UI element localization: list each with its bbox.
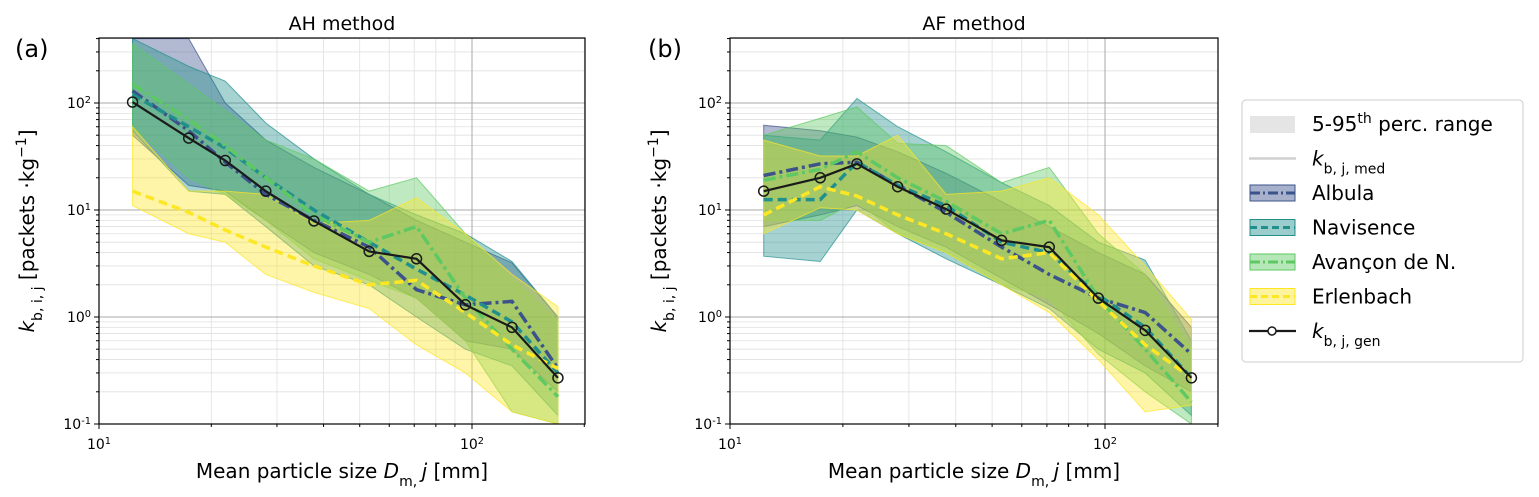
generic-point bbox=[995, 234, 1008, 247]
legend: 5-95th perc. range kb, j, med Albula Navise… bbox=[1241, 99, 1524, 363]
generic-point bbox=[506, 321, 518, 334]
legend-label: Albula bbox=[1312, 181, 1374, 205]
legend-box bbox=[1241, 99, 1524, 363]
legend-item: Albula bbox=[1249, 181, 1374, 205]
axes-frame bbox=[729, 37, 1219, 425]
median-line-erlenbach bbox=[131, 189, 559, 371]
median-line-navisence bbox=[131, 93, 560, 375]
generic-point bbox=[1092, 292, 1105, 304]
generic-point bbox=[891, 180, 904, 193]
panel-label: (a) bbox=[15, 35, 48, 63]
legend-label: Navisence bbox=[1312, 216, 1415, 240]
ticks: 101 102 10-1 100 101 102 bbox=[694, 38, 1219, 454]
legend-label: kb, j, gen bbox=[1312, 319, 1381, 350]
generic-line bbox=[763, 162, 1193, 379]
ticks: 101 102 10-1 100 101 102 bbox=[63, 38, 585, 454]
generic-point bbox=[1185, 372, 1198, 384]
median-line-avan-on-de-n- bbox=[131, 82, 560, 398]
x-tick-label: 102 bbox=[460, 436, 484, 454]
y-tick-label: 101 bbox=[698, 202, 722, 220]
legend-item: Erlenbach bbox=[1249, 285, 1412, 309]
y-tick-label: 10-1 bbox=[63, 416, 91, 434]
axes-frame bbox=[98, 37, 586, 425]
panel-b: 101 102 10-1 100 101 102 AF method (b) Mean part… bbox=[646, 13, 1219, 490]
legend-swatch bbox=[1250, 116, 1295, 133]
median-line-albula bbox=[763, 160, 1193, 356]
chart-title: AF method bbox=[922, 13, 1025, 35]
chart-title: AH method bbox=[289, 13, 396, 35]
generic-point bbox=[260, 185, 272, 197]
panel-label: (b) bbox=[648, 35, 682, 63]
legend-item: kb, j, gen bbox=[1249, 319, 1381, 350]
y-tick-label: 100 bbox=[698, 309, 722, 327]
x-tick-label: 102 bbox=[1093, 436, 1117, 454]
generic-point bbox=[814, 172, 826, 184]
y-axis-label: kb, i, j [packets ·kg−1] bbox=[646, 129, 678, 332]
generic-point bbox=[363, 245, 375, 258]
legend-marker bbox=[1267, 326, 1277, 336]
generic-point bbox=[552, 372, 564, 384]
generic-point bbox=[459, 299, 472, 311]
median-line-albula bbox=[131, 89, 560, 370]
y-tick-label: 100 bbox=[67, 309, 91, 327]
generic-point bbox=[126, 96, 139, 108]
generic-point bbox=[1139, 324, 1151, 337]
y-tick-label: 102 bbox=[67, 95, 91, 113]
x-tick-label: 101 bbox=[718, 436, 742, 454]
legend-label: Avançon de N. bbox=[1312, 250, 1456, 274]
generic-point bbox=[1043, 241, 1055, 253]
legend-label: kb, j, med bbox=[1312, 147, 1385, 178]
grid bbox=[730, 38, 1219, 424]
generic-point bbox=[757, 185, 770, 197]
legend-label: Erlenbach bbox=[1312, 285, 1412, 309]
legend-label: 5-95th perc. range bbox=[1312, 111, 1493, 136]
generic-point bbox=[182, 132, 195, 144]
plot-area bbox=[757, 97, 1198, 424]
y-tick-label: 10-1 bbox=[694, 416, 722, 434]
x-tick-label: 101 bbox=[87, 436, 111, 454]
y-tick-label: 102 bbox=[698, 95, 722, 113]
legend-item: 5-95th perc. range bbox=[1250, 111, 1493, 136]
band-erlenbach bbox=[763, 134, 1192, 413]
legend-item: Navisence bbox=[1249, 216, 1415, 240]
generic-point bbox=[940, 203, 952, 215]
generic-point bbox=[410, 253, 423, 265]
panel-a: 101 102 10-1 100 101 102 AH method (a) Mean part… bbox=[14, 13, 586, 490]
generic-point bbox=[308, 215, 320, 227]
median-line-erlenbach bbox=[762, 184, 1193, 380]
y-axis-label: kb, i, j [packets ·kg−1] bbox=[14, 129, 46, 332]
x-axis-label: Mean particle size Dm, j [mm] bbox=[196, 459, 488, 490]
legend-item: kb, j, med bbox=[1249, 147, 1385, 178]
band-avan-on-de-n- bbox=[763, 106, 1192, 424]
plot-area bbox=[126, 38, 564, 424]
generic-point bbox=[219, 154, 231, 167]
y-tick-label: 101 bbox=[67, 202, 91, 220]
generic-point bbox=[851, 158, 863, 170]
generic-line bbox=[131, 101, 559, 379]
x-axis-label: Mean particle size Dm, j [mm] bbox=[828, 459, 1120, 490]
legend-item: Avançon de N. bbox=[1249, 250, 1456, 274]
